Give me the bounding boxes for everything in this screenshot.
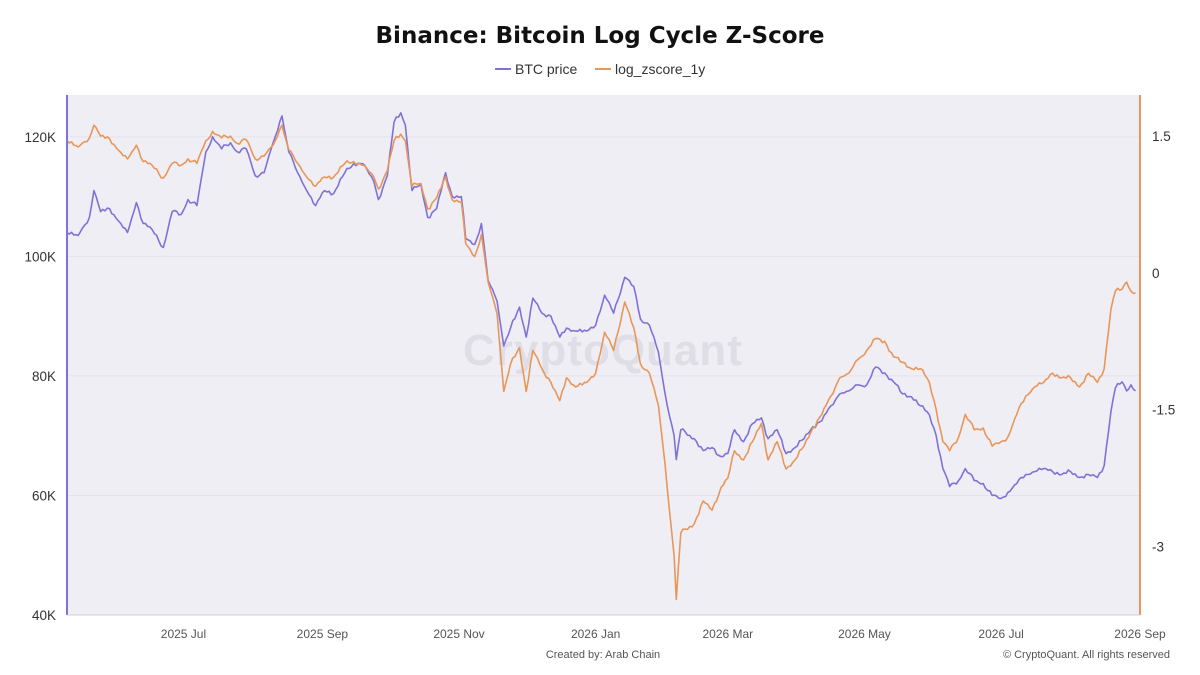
y-right-tick-label: -3 (1152, 540, 1164, 555)
y-left-tick-label: 100K (24, 249, 56, 264)
x-tick-label: 2026 Mar (702, 627, 753, 641)
x-tick-label: 2026 Jul (978, 627, 1023, 641)
x-tick-label: 2026 May (838, 627, 891, 641)
y-right-tick-label: 1.5 (1152, 129, 1171, 144)
series-line-log-zscore (66, 124, 1136, 601)
legend-label-log-zscore[interactable]: log_zscore_1y (615, 61, 705, 77)
y-right-tick-label: -1.5 (1152, 403, 1175, 418)
x-tick-label: 2025 Jul (161, 627, 206, 641)
y-left-tick-label: 40K (32, 608, 56, 623)
y-axis-right-ticks: 1.5 0 -1.5 -3 (1152, 129, 1175, 555)
chart-title: Binance: Bitcoin Log Cycle Z-Score (376, 23, 825, 49)
x-tick-label: 2026 Jan (571, 627, 620, 641)
y-left-tick-label: 120K (24, 130, 56, 145)
x-axis-ticks: 2025 Jul 2025 Sep 2025 Nov 2026 Jan 2026 Mar… (161, 627, 1166, 641)
legend: BTC price log_zscore_1y (495, 61, 705, 77)
created-by: Created by: Arab Chain (546, 649, 660, 661)
y-axis-left-ticks: 40K 60K 80K 100K 120K (24, 130, 56, 623)
watermark: CryptoQuant (463, 326, 743, 375)
y-right-tick-label: 0 (1152, 266, 1160, 281)
y-left-tick-label: 60K (32, 488, 56, 503)
x-tick-label: 2025 Sep (297, 627, 349, 641)
series-line-btc-price (66, 112, 1137, 500)
x-tick-label: 2025 Nov (433, 627, 484, 641)
y-left-tick-label: 80K (32, 369, 56, 384)
copyright: © CryptoQuant. All rights reserved (1003, 649, 1170, 661)
plot-area (67, 95, 1140, 615)
x-tick-label: 2026 Sep (1114, 627, 1166, 641)
legend-label-btc-price[interactable]: BTC price (515, 61, 577, 77)
